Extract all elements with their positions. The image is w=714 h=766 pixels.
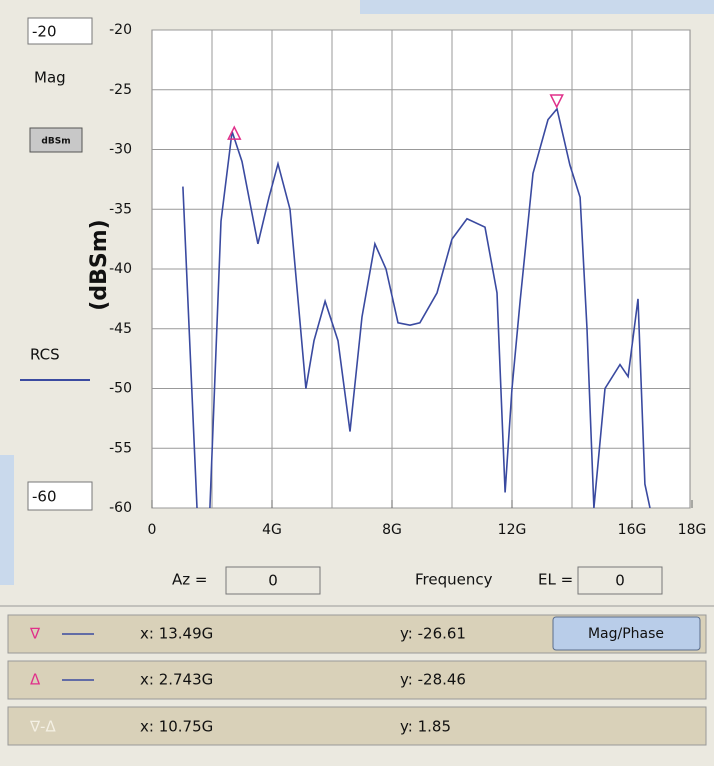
x-tick-label: 18G [678, 522, 707, 538]
x-tick-label: 0 [148, 522, 157, 538]
readout-x: x: 13.49G [140, 625, 213, 643]
y-tick-label: -30 [109, 142, 132, 158]
delta-x: x: 10.75G [140, 718, 213, 736]
readout-row [7, 706, 707, 746]
y-tick-label: -20 [109, 22, 132, 38]
az-value: 0 [268, 572, 278, 590]
x-tick-label: 8G [382, 522, 402, 538]
marker [549, 94, 564, 109]
y-tick-label: -60 [109, 500, 132, 516]
unit-button[interactable] [29, 127, 83, 153]
series-line [182, 107, 651, 508]
x-tick-label: 4G [262, 522, 282, 538]
y-tick-label: -25 [109, 82, 132, 98]
x-tick-label: 12G [498, 522, 527, 538]
x-tick-label: 16G [618, 522, 647, 538]
mode-button[interactable] [552, 616, 701, 651]
az-label: Az = [172, 571, 207, 589]
x-axis-label: Frequency [415, 571, 493, 589]
backdrop [360, 0, 714, 14]
ymax-input[interactable] [27, 17, 93, 45]
y-axis-label: (dBSm) [87, 219, 112, 310]
ymin-input[interactable] [27, 481, 93, 511]
readout-symbol: Δ [30, 671, 41, 689]
el-input[interactable] [577, 566, 663, 595]
mag-label: Mag [34, 69, 66, 87]
readout-y: y: -28.46 [400, 671, 466, 689]
unit-button-label: dBSm [41, 137, 70, 147]
y-tick-label: -45 [109, 321, 132, 337]
delta-y: y: 1.85 [400, 718, 451, 736]
y-tick-label: -35 [109, 201, 132, 217]
y-tick-label: -55 [109, 440, 132, 456]
el-value: 0 [615, 572, 625, 590]
readout-y: y: -26.61 [400, 625, 466, 643]
y-tick-label: -50 [109, 381, 132, 397]
readout-x: x: 2.743G [140, 671, 213, 689]
y-tick-label: -40 [109, 261, 132, 277]
az-input[interactable] [225, 566, 321, 595]
ymin-value: -60 [32, 488, 57, 506]
mode-button-label: Mag/Phase [588, 626, 664, 642]
readout-row [7, 660, 707, 700]
readout-symbol: ∇ [29, 625, 41, 643]
el-label: EL = [538, 571, 573, 589]
legend-label: RCS [30, 346, 60, 364]
delta-symbol: ∇-Δ [29, 718, 56, 736]
ymax-value: -20 [32, 23, 57, 41]
backdrop [0, 455, 14, 585]
marker [227, 125, 242, 140]
